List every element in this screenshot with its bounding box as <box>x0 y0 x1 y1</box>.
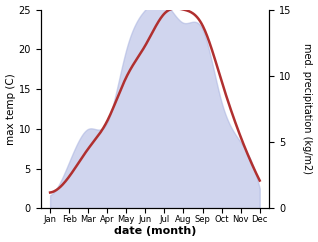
X-axis label: date (month): date (month) <box>114 227 196 236</box>
Y-axis label: med. precipitation (kg/m2): med. precipitation (kg/m2) <box>302 44 313 174</box>
Y-axis label: max temp (C): max temp (C) <box>5 73 16 145</box>
